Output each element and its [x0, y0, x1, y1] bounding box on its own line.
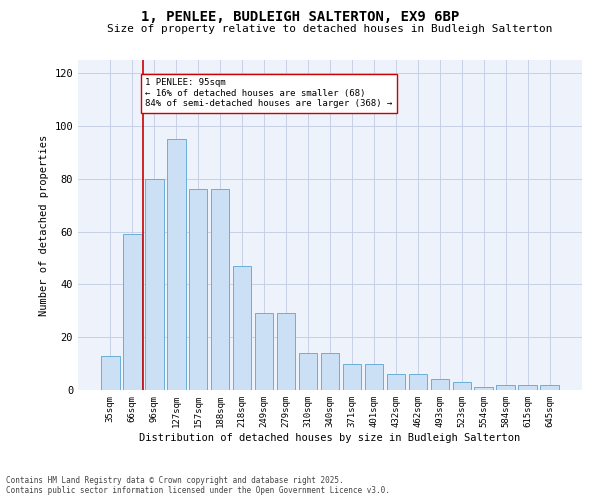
Title: Size of property relative to detached houses in Budleigh Salterton: Size of property relative to detached ho… — [107, 24, 553, 34]
Bar — [255, 314, 274, 390]
Bar — [386, 374, 405, 390]
Bar — [189, 190, 208, 390]
Bar — [167, 139, 185, 390]
Bar — [233, 266, 251, 390]
Y-axis label: Number of detached properties: Number of detached properties — [39, 134, 49, 316]
Bar — [123, 234, 142, 390]
Bar — [475, 388, 493, 390]
Bar — [211, 190, 229, 390]
Bar — [101, 356, 119, 390]
X-axis label: Distribution of detached houses by size in Budleigh Salterton: Distribution of detached houses by size … — [139, 432, 521, 442]
Text: 1, PENLEE, BUDLEIGH SALTERTON, EX9 6BP: 1, PENLEE, BUDLEIGH SALTERTON, EX9 6BP — [141, 10, 459, 24]
Bar — [320, 353, 340, 390]
Bar — [496, 384, 515, 390]
Bar — [145, 179, 164, 390]
Text: 1 PENLEE: 95sqm
← 16% of detached houses are smaller (68)
84% of semi-detached h: 1 PENLEE: 95sqm ← 16% of detached houses… — [145, 78, 392, 108]
Bar — [409, 374, 427, 390]
Bar — [431, 380, 449, 390]
Bar — [518, 384, 537, 390]
Bar — [365, 364, 383, 390]
Bar — [541, 384, 559, 390]
Bar — [343, 364, 361, 390]
Bar — [299, 353, 317, 390]
Bar — [277, 314, 295, 390]
Bar — [452, 382, 471, 390]
Text: Contains HM Land Registry data © Crown copyright and database right 2025.
Contai: Contains HM Land Registry data © Crown c… — [6, 476, 390, 495]
